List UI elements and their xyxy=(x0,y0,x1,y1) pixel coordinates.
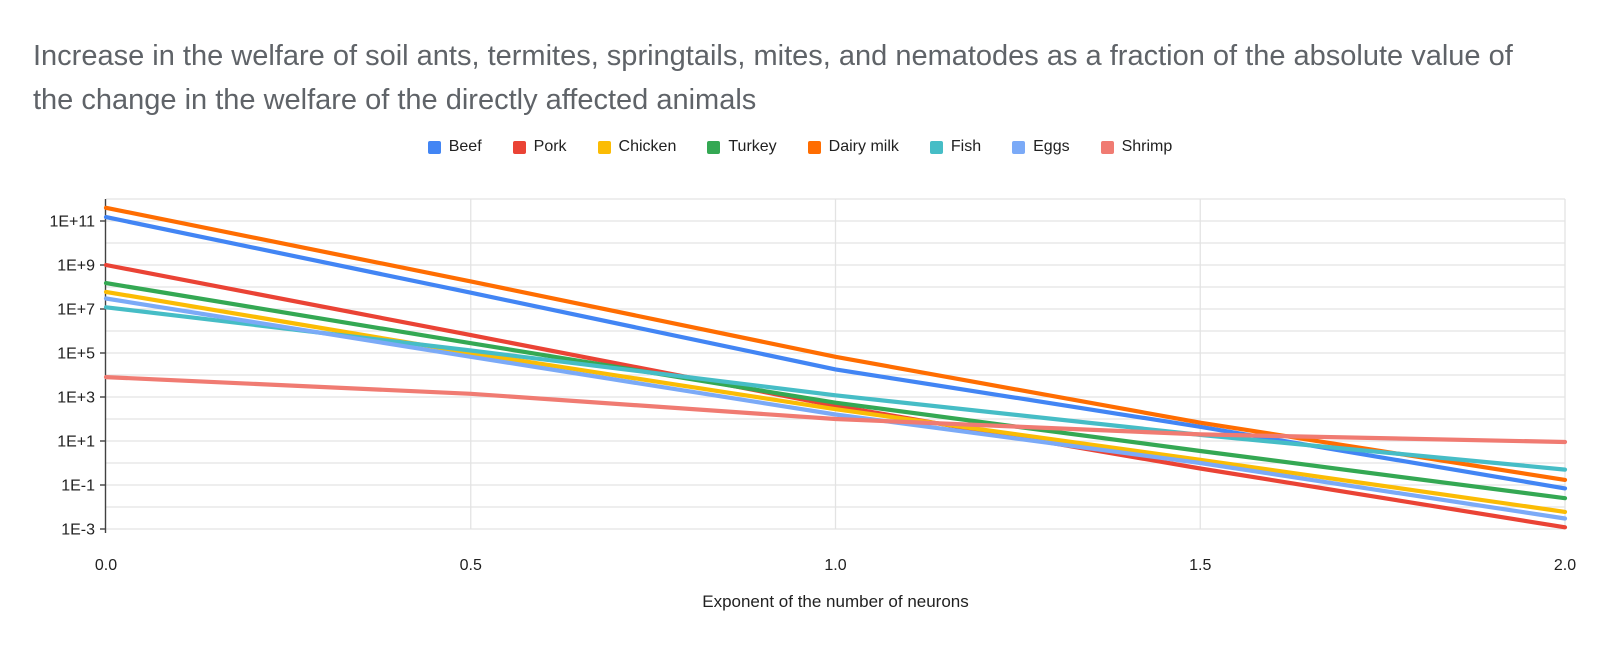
chart-title: Increase in the welfare of soil ants, te… xyxy=(33,40,1513,116)
legend-label: Dairy milk xyxy=(828,138,899,155)
x-tick-label: 0.5 xyxy=(460,557,482,574)
legend-item-shrimp: Shrimp xyxy=(1100,138,1173,156)
legend-swatch xyxy=(512,140,526,154)
y-tick-label: 1E+1 xyxy=(57,434,95,451)
x-tick-label: 0.0 xyxy=(95,557,117,574)
legend-label: Fish xyxy=(950,138,982,155)
legend-label: Eggs xyxy=(1033,138,1070,155)
series-line-dairy-milk xyxy=(103,205,1568,482)
legend-swatch xyxy=(427,140,441,154)
legend-item-pork: Pork xyxy=(512,138,567,156)
legend-swatch xyxy=(929,140,943,154)
x-axis-title: Exponent of the number of neurons xyxy=(702,592,969,611)
legend-label: Beef xyxy=(448,138,482,155)
legend-item-dairy-milk: Dairy milk xyxy=(807,138,899,156)
series-lines xyxy=(103,205,1568,530)
legend-label: Chicken xyxy=(618,138,677,155)
x-tick-label: 2.0 xyxy=(1554,557,1576,574)
legend-swatch xyxy=(707,140,721,154)
y-tick-label: 1E+9 xyxy=(57,258,95,275)
legend-swatch xyxy=(1100,140,1114,154)
legend-label: Turkey xyxy=(728,138,777,155)
legend-item-turkey: Turkey xyxy=(707,138,777,156)
legend-label: Pork xyxy=(533,138,567,155)
gridlines xyxy=(106,198,1566,530)
series-line-turkey xyxy=(103,281,1568,501)
legend-item-eggs: Eggs xyxy=(1012,138,1070,156)
y-tick-label: 1E-1 xyxy=(61,478,95,495)
series-line-eggs xyxy=(103,296,1568,521)
y-tick-labels: 1E+11 1E+9 1E+7 1E+5 1E+3 1E+1 1E-1 1E-3 xyxy=(49,214,95,539)
legend: Beef Pork Chicken Turkey Dairy milk Fish Eggs S… xyxy=(0,138,1600,156)
y-tick-label: 1E+5 xyxy=(57,346,95,363)
y-tick-label: 1E-3 xyxy=(61,522,95,539)
legend-item-beef: Beef xyxy=(427,138,482,156)
x-tick-label: 1.0 xyxy=(824,557,846,574)
series-line-shrimp xyxy=(103,375,1568,445)
legend-item-chicken: Chicken xyxy=(597,138,677,156)
y-tick-label: 1E+11 xyxy=(49,214,95,231)
series-line-pork xyxy=(103,262,1568,530)
y-tick-label: 1E+7 xyxy=(57,302,95,319)
legend-item-fish: Fish xyxy=(929,138,982,156)
y-tick-label: 1E+3 xyxy=(57,390,95,407)
legend-label: Shrimp xyxy=(1121,138,1173,155)
x-tick-label: 1.5 xyxy=(1189,557,1211,574)
x-tick-labels: 0.0 0.5 1.0 1.5 2.0 xyxy=(95,557,1576,574)
legend-swatch xyxy=(1012,140,1026,154)
axis-lines xyxy=(100,199,107,533)
legend-swatch xyxy=(807,140,821,154)
series-line-chicken xyxy=(103,289,1568,514)
legend-swatch xyxy=(597,140,611,154)
